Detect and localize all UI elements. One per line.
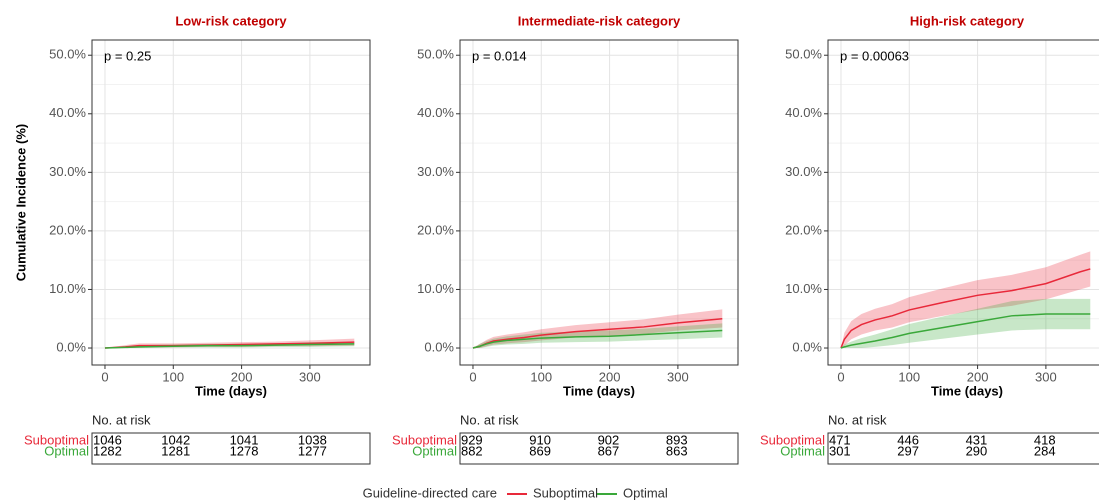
y-tick-label: 30.0% [49, 164, 86, 179]
p-value: p = 0.014 [472, 48, 527, 63]
y-tick-label: 0.0% [792, 339, 822, 354]
x-tick-label: 200 [231, 369, 253, 384]
risk-row-label: Optimal [780, 443, 825, 458]
risk-count: 929 [461, 432, 483, 447]
risk-table-frame [827, 432, 1099, 465]
x-tick-label: 100 [162, 369, 184, 384]
risk-table-frame [91, 432, 371, 465]
risk-count: 1038 [298, 432, 327, 447]
risk-count: 910 [529, 432, 551, 447]
y-tick-label: 40.0% [417, 105, 454, 120]
incidence-line [472, 329, 723, 349]
y-tick-label: 30.0% [785, 164, 822, 179]
incidence-line [840, 268, 1091, 349]
risk-count: 471 [829, 432, 851, 447]
risk-table-title: No. at risk [460, 412, 519, 427]
risk-table-title: No. at risk [828, 412, 887, 427]
incidence-line [104, 343, 355, 349]
risk-row-label: Suboptimal [760, 432, 825, 447]
risk-table: 471 446 431 418 301 297 290 284 [829, 432, 1056, 458]
p-value: p = 0.00063 [840, 48, 909, 63]
confidence-band [472, 323, 723, 349]
incidence-line [840, 313, 1091, 349]
y-tick-label: 40.0% [49, 105, 86, 120]
y-tick-label: 30.0% [417, 164, 454, 179]
legend-label: Optimal [623, 485, 668, 500]
y-axis-label: Cumulative Incidence (%) [13, 124, 28, 281]
risk-count: 301 [829, 443, 851, 458]
confidence-band [840, 251, 1091, 349]
risk-count: 1282 [93, 443, 122, 458]
x-axis-label: Time (days) [931, 383, 1003, 398]
risk-count: 869 [529, 443, 551, 458]
y-tick-label: 50.0% [49, 47, 86, 62]
x-tick-label: 100 [530, 369, 552, 384]
x-tick-label: 100 [898, 369, 920, 384]
x-tick-label: 300 [1035, 369, 1057, 384]
risk-row-label: Optimal [412, 443, 457, 458]
x-axis-label: Time (days) [563, 383, 635, 398]
y-tick-label: 20.0% [417, 222, 454, 237]
x-tick-label: 0 [101, 369, 108, 384]
plot-frame [827, 39, 1099, 366]
risk-count: 297 [897, 443, 919, 458]
risk-count: 1277 [298, 443, 327, 458]
risk-count: 290 [966, 443, 988, 458]
risk-count: 882 [461, 443, 483, 458]
risk-table-frame [459, 432, 739, 465]
risk-count: 867 [598, 443, 620, 458]
risk-row-label: Suboptimal [24, 432, 89, 447]
risk-count: 1042 [161, 432, 190, 447]
y-tick-label: 40.0% [785, 105, 822, 120]
legend-label: Suboptimal [533, 485, 598, 500]
x-tick-label: 200 [599, 369, 621, 384]
risk-count: 1041 [230, 432, 259, 447]
x-axis-label: Time (days) [195, 383, 267, 398]
risk-row-label: Suboptimal [392, 432, 457, 447]
risk-count: 418 [1034, 432, 1056, 447]
risk-rows: 471 446 431 418 301 297 290 284 [829, 432, 1056, 458]
panel-title: Intermediate-risk category [518, 13, 681, 28]
risk-table: 929 910 902 893 882 869 867 863 [461, 432, 688, 458]
y-tick-label: 50.0% [785, 47, 822, 62]
risk-table: 1046 1042 1041 1038 1282 1281 1278 1277 [93, 432, 327, 458]
panel-title: High-risk category [910, 13, 1025, 28]
y-tick-label: 10.0% [417, 281, 454, 296]
risk-count: 893 [666, 432, 688, 447]
plot-frame [91, 39, 371, 366]
risk-rows: 1046 1042 1041 1038 1282 1281 1278 1277 [93, 432, 327, 458]
y-tick-label: 0.0% [424, 339, 454, 354]
y-tick-label: 50.0% [417, 47, 454, 62]
risk-count: 1281 [161, 443, 190, 458]
risk-count: 284 [1034, 443, 1056, 458]
risk-table-title: No. at risk [92, 412, 151, 427]
y-tick-label: 20.0% [785, 222, 822, 237]
y-tick-label: 10.0% [785, 281, 822, 296]
x-tick-label: 200 [967, 369, 989, 384]
risk-count: 902 [598, 432, 620, 447]
p-value: p = 0.25 [104, 48, 151, 63]
y-tick-label: 0.0% [56, 339, 86, 354]
legend-title: Guideline-directed care [363, 485, 497, 500]
y-tick-label: 10.0% [49, 281, 86, 296]
plot-frame [459, 39, 739, 366]
risk-count: 446 [897, 432, 919, 447]
x-tick-label: 0 [469, 369, 476, 384]
y-tick-label: 20.0% [49, 222, 86, 237]
x-tick-label: 300 [667, 369, 689, 384]
x-tick-label: 300 [299, 369, 321, 384]
x-tick-label: 0 [837, 369, 844, 384]
risk-rows: 929 910 902 893 882 869 867 863 [461, 432, 688, 458]
risk-count: 1278 [230, 443, 259, 458]
panel-title: Low-risk category [175, 13, 287, 28]
risk-count: 863 [666, 443, 688, 458]
risk-count: 431 [966, 432, 988, 447]
risk-count: 1046 [93, 432, 122, 447]
risk-row-label: Optimal [44, 443, 89, 458]
